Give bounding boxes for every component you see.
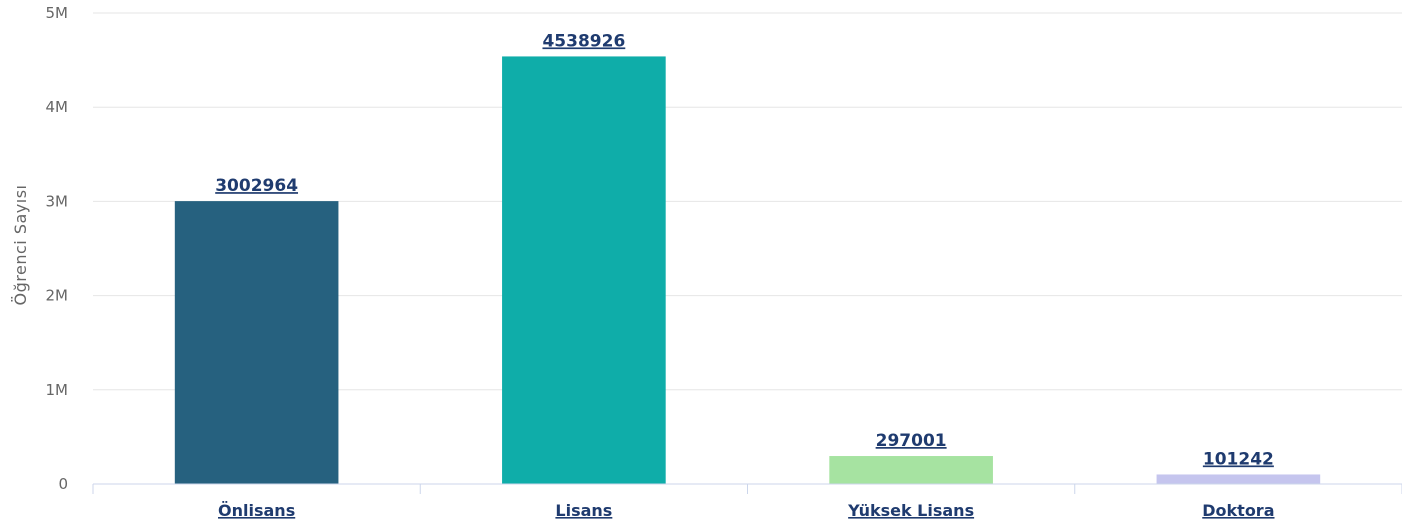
data-label: 297001	[876, 431, 947, 451]
bar[interactable]	[829, 456, 993, 484]
x-tick-label[interactable]: Doktora	[1202, 501, 1274, 520]
y-tick-label: 3M	[46, 192, 69, 210]
bar[interactable]	[502, 56, 666, 485]
bars: 3002964 4538926 297001 101242	[174, 31, 1321, 485]
y-tick-label: 2M	[46, 287, 69, 305]
x-tick-label[interactable]: Lisans	[555, 501, 612, 520]
data-label: 3002964	[215, 176, 298, 196]
y-axis-title: Öğrenci Sayısı	[11, 185, 30, 306]
y-axis-ticks: 0 1M 2M 3M 4M 5M	[46, 4, 69, 493]
y-tick-label: 1M	[46, 381, 69, 399]
bar[interactable]	[1156, 474, 1321, 484]
bar[interactable]	[174, 201, 339, 484]
x-tick-label[interactable]: Önlisans	[218, 501, 295, 520]
y-tick-label: 5M	[46, 4, 69, 22]
data-label: 4538926	[542, 31, 625, 51]
data-label: 101242	[1203, 449, 1274, 469]
y-tick-label: 0	[58, 475, 68, 493]
y-tick-label: 4M	[46, 98, 69, 116]
x-axis-ticks: Önlisans Lisans Yüksek Lisans Doktora	[92, 484, 1402, 520]
x-tick-label[interactable]: Yüksek Lisans	[847, 501, 974, 520]
